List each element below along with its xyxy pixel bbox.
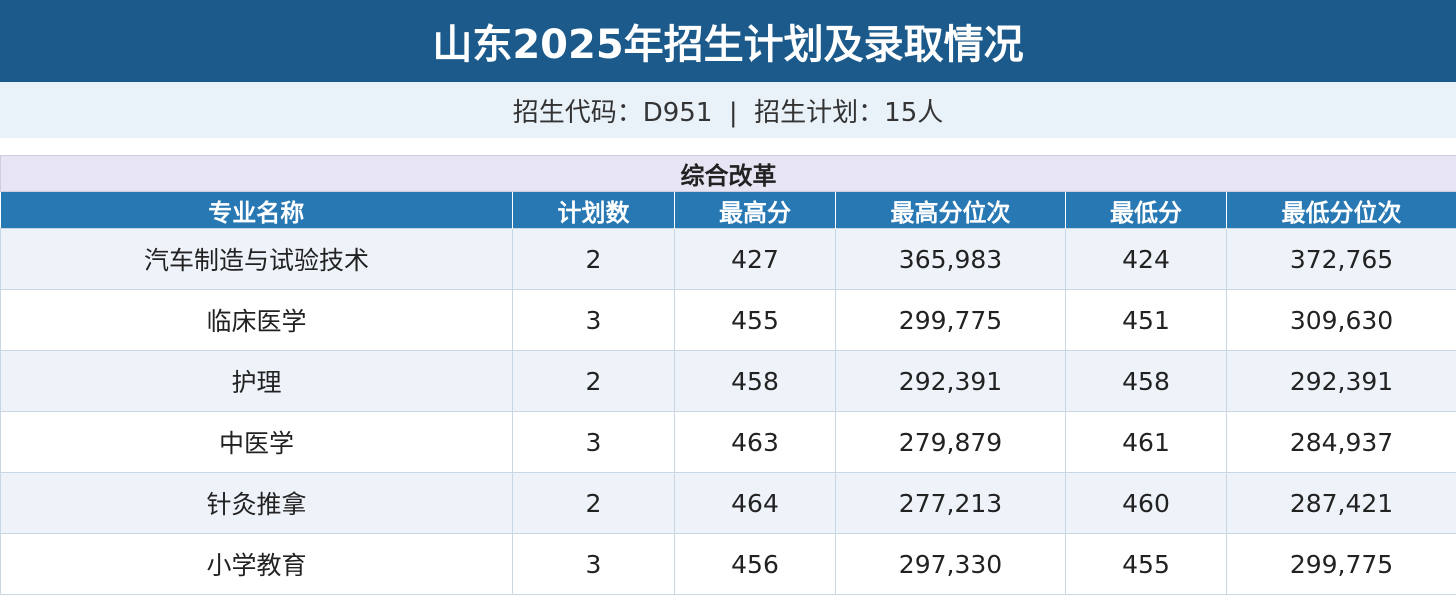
- subtitle: 招生代码：D951 | 招生计划：15人: [0, 82, 1456, 138]
- table-cell: 460: [1066, 473, 1227, 534]
- table-cell: 292,391: [836, 351, 1066, 412]
- table-cell: 464: [675, 473, 836, 534]
- spacer: [0, 138, 1456, 155]
- table-cell: 中医学: [1, 412, 513, 473]
- table-cell: 284,937: [1227, 412, 1456, 473]
- table-cell: 护理: [1, 351, 513, 412]
- column-header: 最低分位次: [1227, 192, 1456, 229]
- table-cell: 458: [675, 351, 836, 412]
- table-cell: 365,983: [836, 229, 1066, 290]
- table-cell: 针灸推拿: [1, 473, 513, 534]
- table-cell: 小学教育: [1, 534, 513, 595]
- table-cell: 297,330: [836, 534, 1066, 595]
- table-cell: 427: [675, 229, 836, 290]
- column-header: 最高分位次: [836, 192, 1066, 229]
- table-cell: 3: [513, 290, 675, 351]
- table-cell: 287,421: [1227, 473, 1456, 534]
- table-cell: 455: [1066, 534, 1227, 595]
- column-header: 最低分: [1066, 192, 1227, 229]
- column-header: 专业名称: [1, 192, 513, 229]
- table-cell: 277,213: [836, 473, 1066, 534]
- table-cell: 309,630: [1227, 290, 1456, 351]
- column-header: 最高分: [675, 192, 836, 229]
- column-header: 计划数: [513, 192, 675, 229]
- table-cell: 292,391: [1227, 351, 1456, 412]
- table-cell: 424: [1066, 229, 1227, 290]
- table-cell: 456: [675, 534, 836, 595]
- table-cell: 2: [513, 229, 675, 290]
- table-cell: 463: [675, 412, 836, 473]
- table-cell: 279,879: [836, 412, 1066, 473]
- table-cell: 451: [1066, 290, 1227, 351]
- table-cell: 2: [513, 351, 675, 412]
- table-cell: 372,765: [1227, 229, 1456, 290]
- table-cell: 3: [513, 412, 675, 473]
- header-row: 专业名称计划数最高分最高分位次最低分最低分位次: [1, 192, 1456, 229]
- section-label: 综合改革: [1, 156, 1456, 192]
- table-cell: 3: [513, 534, 675, 595]
- table-cell: 458: [1066, 351, 1227, 412]
- table-cell: 299,775: [1227, 534, 1456, 595]
- table-cell: 汽车制造与试验技术: [1, 229, 513, 290]
- title: 山东2025年招生计划及录取情况: [0, 0, 1456, 82]
- table-cell: 临床医学: [1, 290, 513, 351]
- section-row: 综合改革: [1, 156, 1456, 192]
- table-cell: 299,775: [836, 290, 1066, 351]
- table-cell: 461: [1066, 412, 1227, 473]
- table-cell: 455: [675, 290, 836, 351]
- table-cell: 2: [513, 473, 675, 534]
